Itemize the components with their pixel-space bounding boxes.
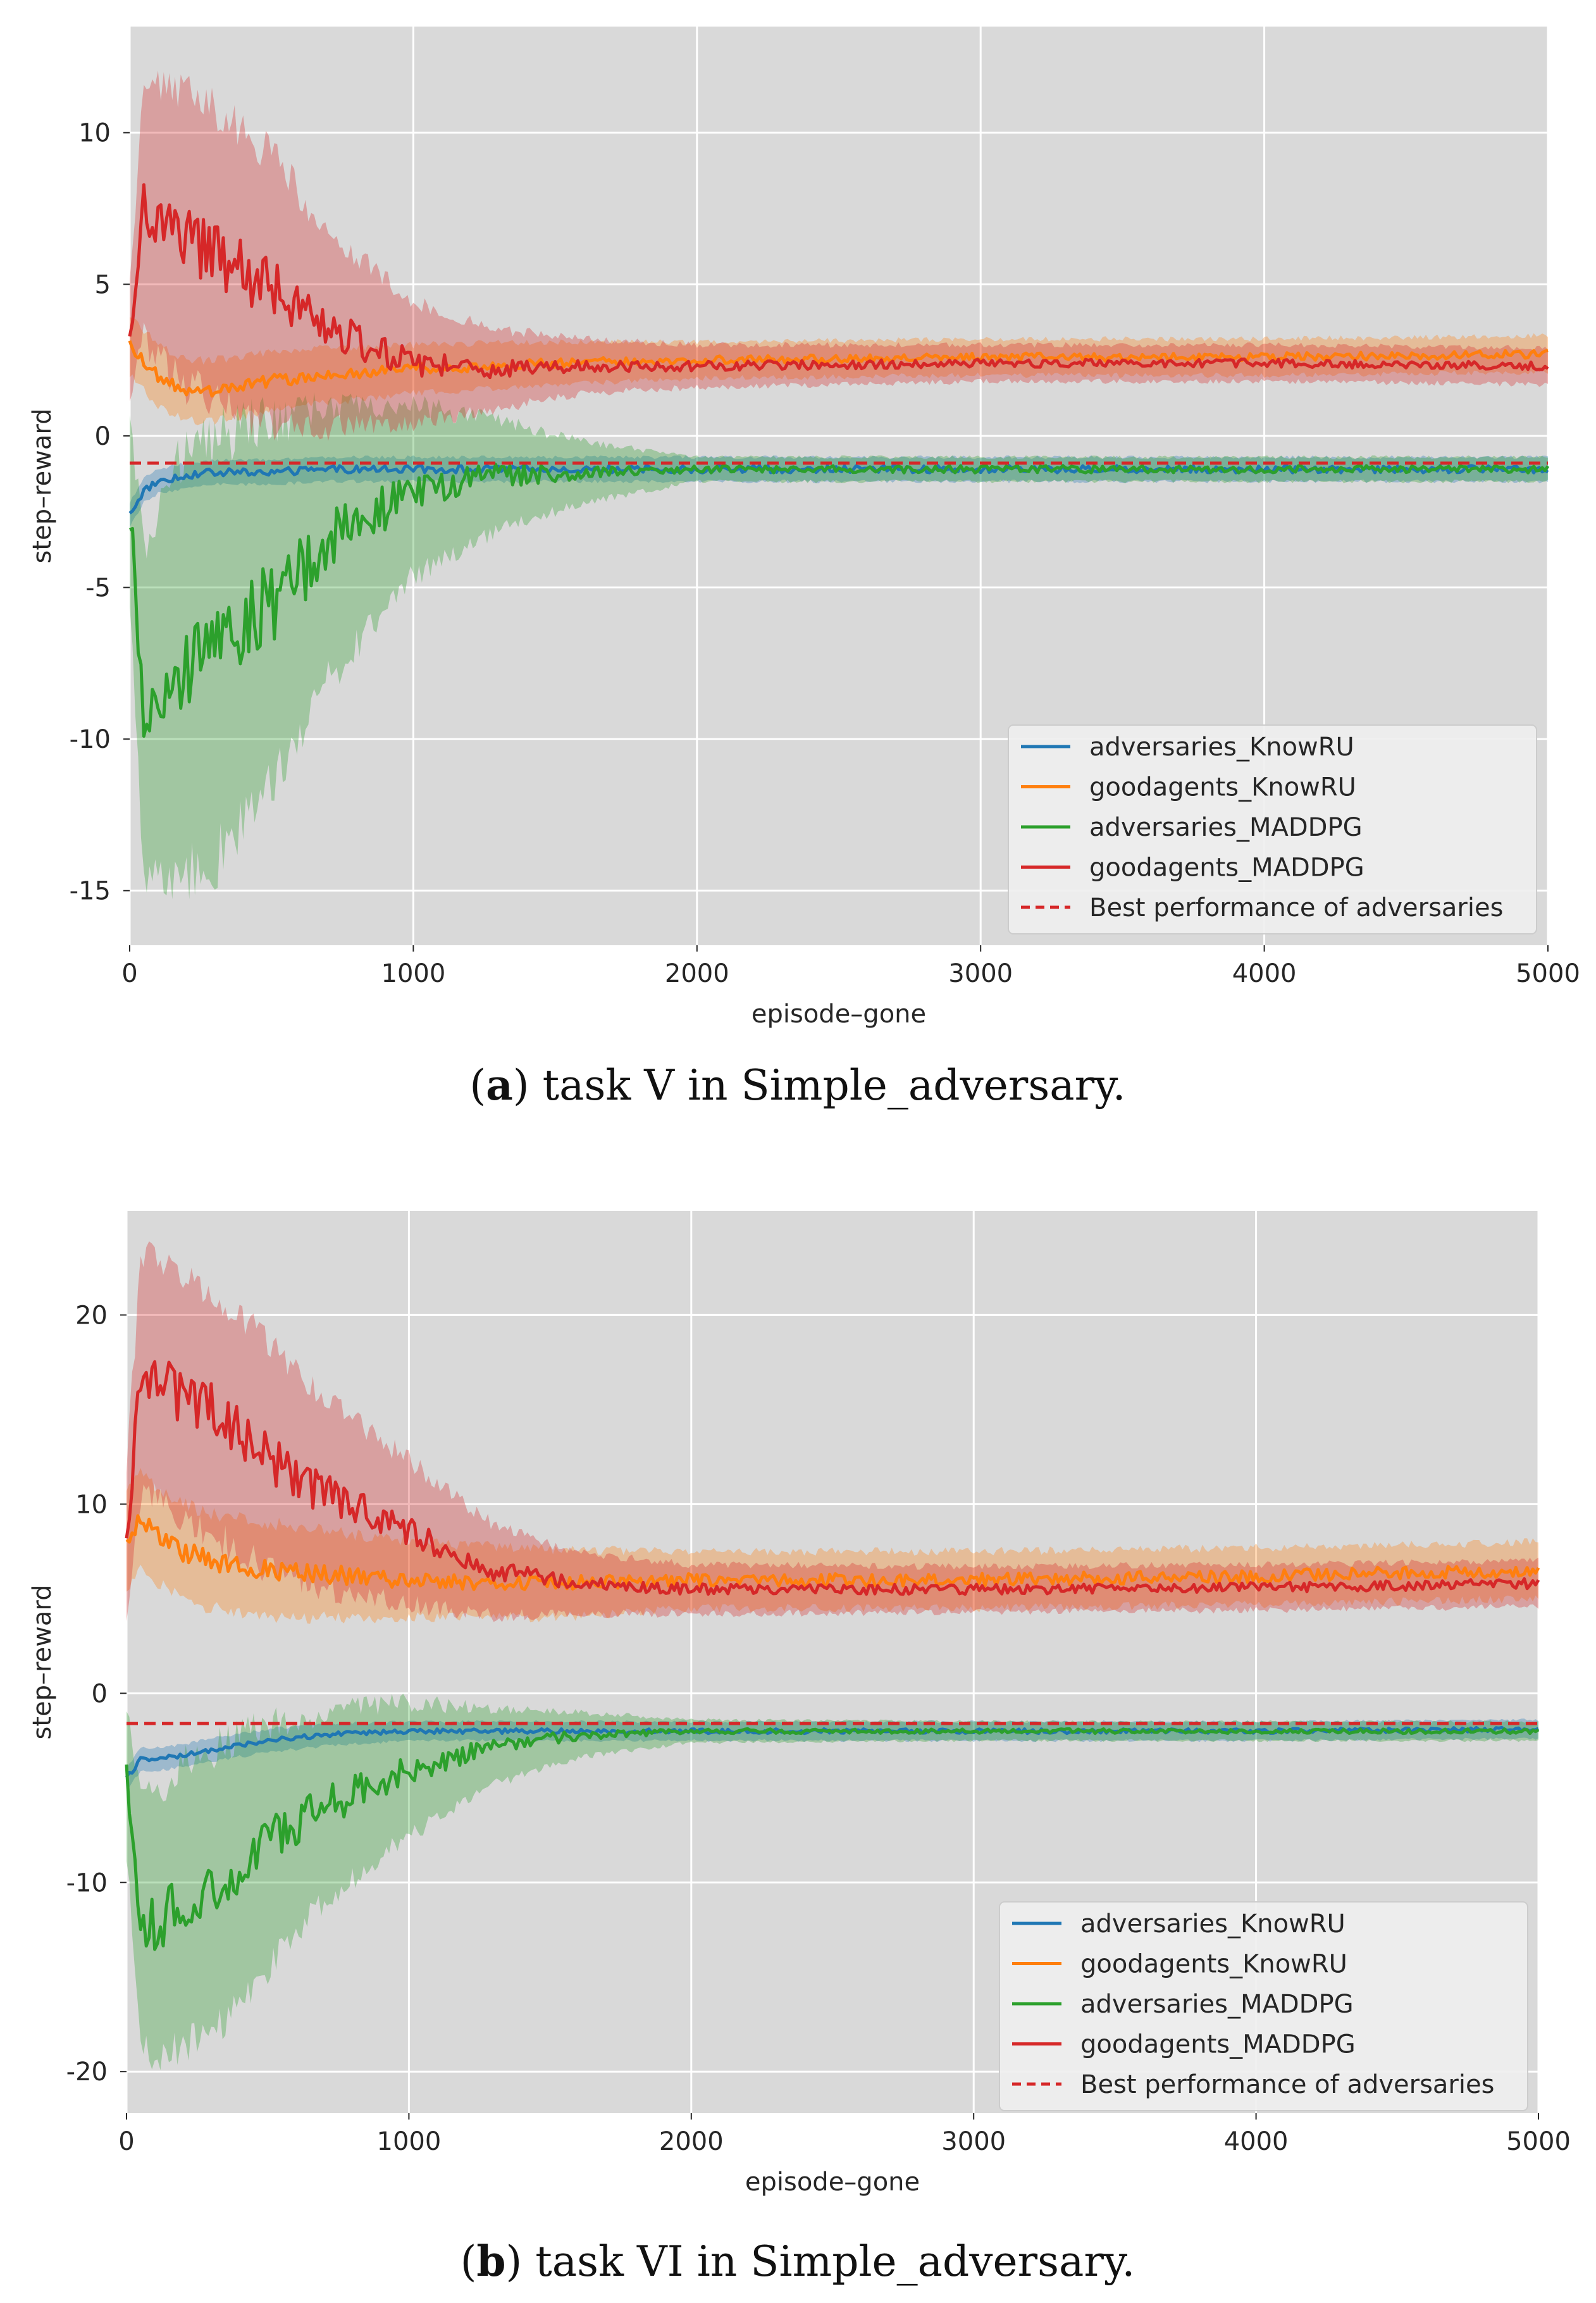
series-line-goodagents_MADDPG bbox=[125, 1360, 1540, 1596]
y-tick-label: -20 bbox=[66, 2058, 108, 2087]
caption-paren: ) bbox=[506, 2237, 536, 2286]
figure-caption: (a) task V in Simple_adversary. bbox=[469, 1060, 1125, 1110]
caption-text: task VI in Simple_adversary. bbox=[535, 2237, 1135, 2286]
legend-label: adversaries_MADDPG bbox=[1089, 813, 1363, 842]
x-tick-label: 2000 bbox=[659, 2127, 724, 2156]
y-axis-label: step–reward bbox=[28, 408, 57, 563]
x-axis-label: episode–gone bbox=[745, 2168, 920, 2197]
caption-letter: ( bbox=[469, 1061, 486, 1110]
y-axis-label: step–reward bbox=[28, 1584, 57, 1739]
series-line-goodagents_KnowRU bbox=[128, 340, 1549, 398]
band-goodagents_KnowRU bbox=[127, 1468, 1538, 1624]
legend-label: goodagents_MADDPG bbox=[1080, 2030, 1356, 2059]
caption-text: task V in Simple_adversary. bbox=[543, 1061, 1126, 1110]
legend-label: goodagents_MADDPG bbox=[1089, 854, 1364, 883]
legend-box bbox=[999, 1901, 1528, 2111]
x-tick-label: 4000 bbox=[1232, 959, 1297, 988]
series-line-goodagents_MADDPG bbox=[128, 183, 1549, 380]
chart-panel-a: 0 1000 2000 3000 4000 5000 10 5 0 -5 -10 -15 episode… bbox=[28, 27, 1580, 1110]
x-tick-label: 0 bbox=[121, 959, 137, 988]
x-tick-label: 2000 bbox=[665, 959, 729, 988]
y-tick-label: -5 bbox=[85, 574, 111, 603]
legend-label: adversaries_KnowRU bbox=[1089, 733, 1354, 762]
x-tick-label: 3000 bbox=[948, 959, 1013, 988]
legend-label: goodagents_KnowRU bbox=[1089, 773, 1356, 802]
caption-letter-bold: a bbox=[486, 1060, 513, 1110]
legend-label: Best performance of adversaries bbox=[1089, 893, 1503, 922]
band-goodagents_KnowRU bbox=[130, 317, 1548, 426]
y-tick-label: 10 bbox=[78, 119, 111, 148]
y-tick-label: -15 bbox=[70, 877, 111, 906]
x-tick-label: 5000 bbox=[1506, 2127, 1571, 2156]
legend-label: goodagents_KnowRU bbox=[1080, 1950, 1347, 1979]
x-tick-label: 0 bbox=[118, 2127, 134, 2156]
caption-letter-bold: b bbox=[476, 2237, 505, 2286]
x-tick-label: 3000 bbox=[941, 2127, 1006, 2156]
legend-label: Best performance of adversaries bbox=[1080, 2070, 1494, 2099]
y-tick-label: 5 bbox=[95, 270, 111, 299]
y-tick-label: 0 bbox=[92, 1679, 108, 1708]
caption-paren: ) bbox=[513, 1061, 543, 1110]
series-line-adversaries_MADDPG bbox=[125, 1727, 1540, 1951]
y-tick-label: 10 bbox=[75, 1490, 108, 1519]
band-goodagents_MADDPG bbox=[127, 1241, 1538, 1622]
y-tick-label: 0 bbox=[95, 422, 111, 451]
y-tick-label: -10 bbox=[70, 725, 111, 754]
legend-box bbox=[1008, 724, 1537, 934]
legend: adversaries_KnowRU goodagents_KnowRUadver… bbox=[1008, 724, 1537, 934]
x-tick-label: 1000 bbox=[377, 2127, 442, 2156]
band-goodagents_MADDPG bbox=[130, 70, 1548, 441]
band-adversaries_MADDPG bbox=[130, 392, 1548, 900]
caption-letter: ( bbox=[461, 2237, 477, 2286]
y-tick-label: -10 bbox=[66, 1868, 108, 1897]
legend: adversaries_KnowRU goodagents_KnowRUadver… bbox=[999, 1901, 1528, 2111]
chart-panel-b: 0 1000 2000 3000 4000 5000 20 10 0 -10 -20 episode–… bbox=[28, 1211, 1571, 2286]
series-line-goodagents_KnowRU bbox=[125, 1514, 1540, 1591]
x-tick-label: 4000 bbox=[1224, 2127, 1289, 2156]
x-axis-label: episode–gone bbox=[752, 1000, 926, 1029]
series-line-adversaries_MADDPG bbox=[129, 462, 1550, 738]
legend-label: adversaries_MADDPG bbox=[1080, 1990, 1354, 2019]
x-tick-label: 1000 bbox=[381, 959, 446, 988]
legend-label: adversaries_KnowRU bbox=[1080, 1909, 1345, 1939]
band-adversaries_KnowRU bbox=[127, 1718, 1538, 1789]
band-adversaries_MADDPG bbox=[127, 1694, 1538, 2070]
figure-caption: (b) task VI in Simple_adversary. bbox=[461, 2237, 1135, 2286]
y-tick-label: 20 bbox=[75, 1301, 108, 1330]
x-tick-label: 5000 bbox=[1516, 959, 1580, 988]
